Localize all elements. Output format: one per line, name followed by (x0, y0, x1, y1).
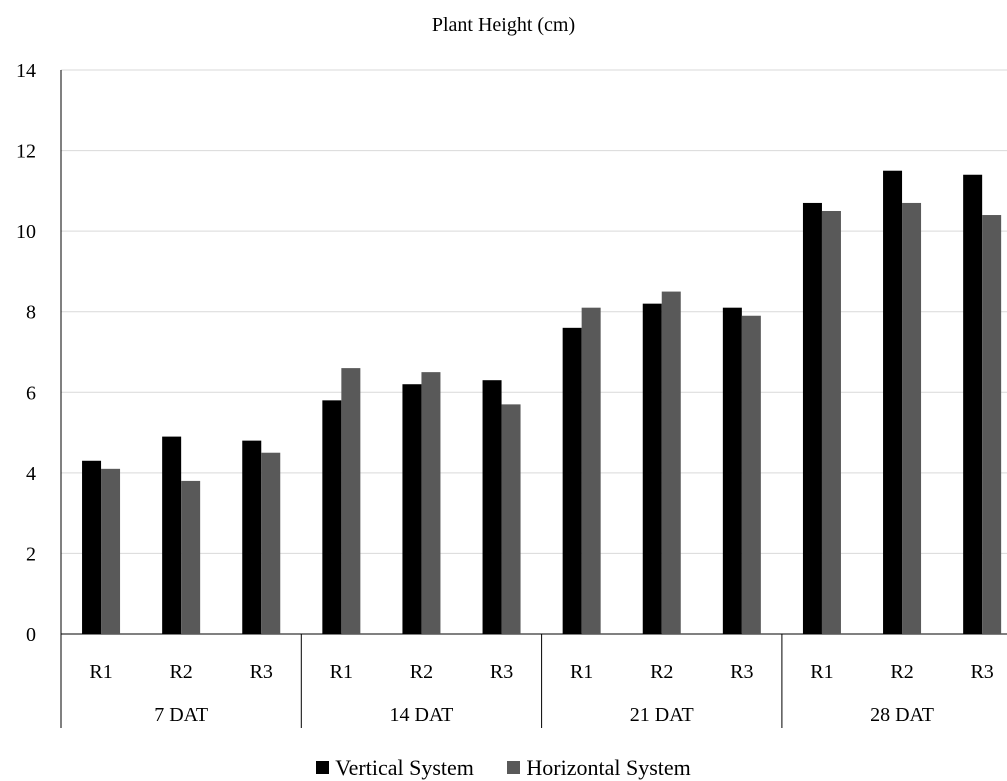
group-label: 21 DAT (630, 704, 694, 726)
y-tick-label: 10 (16, 221, 36, 243)
y-tick-label: 0 (26, 624, 36, 646)
x-tick-label: R2 (650, 661, 673, 683)
x-tick-label: R2 (169, 661, 192, 683)
group-label: 7 DAT (154, 704, 208, 726)
bar-horizontal-system (101, 468, 121, 634)
y-tick-label: 12 (16, 141, 36, 163)
bar-vertical-system (802, 202, 822, 634)
bar-vertical-system (722, 307, 742, 634)
bar-horizontal-system (581, 307, 601, 634)
x-tick-label: R3 (970, 661, 993, 683)
bar-horizontal-system (661, 291, 681, 634)
y-tick-label: 6 (26, 382, 36, 404)
legend-swatch-vertical-system (316, 761, 330, 774)
legend-item-vertical-system: Vertical System (316, 755, 474, 781)
bar-horizontal-system (902, 202, 922, 634)
bar-horizontal-system (501, 404, 521, 634)
bar-vertical-system (963, 174, 983, 634)
bar-vertical-system (162, 436, 182, 634)
bar-vertical-system (402, 384, 422, 634)
bar-vertical-system (242, 440, 262, 634)
legend-swatch-horizontal-system (507, 761, 521, 774)
bar-vertical-system (562, 327, 582, 634)
x-tick-label: R1 (810, 661, 833, 683)
chart-title: Plant Height (cm) (431, 14, 576, 36)
bar-horizontal-system (741, 315, 761, 634)
x-tick-label: R1 (89, 661, 112, 683)
bar-horizontal-system (341, 368, 361, 634)
x-tick-label: R3 (490, 661, 513, 683)
x-tick-label: R1 (330, 661, 353, 683)
group-label: 28 DAT (870, 704, 934, 726)
y-tick-label: 4 (26, 463, 36, 485)
y-tick-label: 14 (16, 60, 36, 82)
bar-vertical-system (883, 170, 903, 634)
group-label: 14 DAT (390, 704, 454, 726)
legend: Vertical System Horizontal System (0, 754, 1007, 781)
bar-vertical-system (82, 460, 102, 634)
x-tick-label: R3 (250, 661, 273, 683)
legend-label-horizontal-system: Horizontal System (526, 754, 691, 780)
bar-horizontal-system (261, 452, 281, 634)
y-tick-label: 2 (26, 543, 36, 565)
x-tick-label: R1 (570, 661, 593, 683)
bar-horizontal-system (181, 480, 201, 634)
bar-vertical-system (482, 380, 502, 634)
bar-vertical-system (322, 400, 342, 634)
bar-horizontal-system (982, 215, 1002, 634)
legend-label-vertical-system: Vertical System (335, 754, 474, 780)
legend-item-horizontal-system: Horizontal System (507, 754, 691, 781)
x-tick-label: R2 (890, 661, 913, 683)
x-tick-label: R3 (730, 661, 753, 683)
bar-horizontal-system (821, 211, 841, 634)
bar-horizontal-system (421, 372, 441, 634)
bar-vertical-system (642, 303, 662, 634)
x-tick-label: R2 (410, 661, 433, 683)
y-tick-label: 8 (26, 302, 36, 324)
